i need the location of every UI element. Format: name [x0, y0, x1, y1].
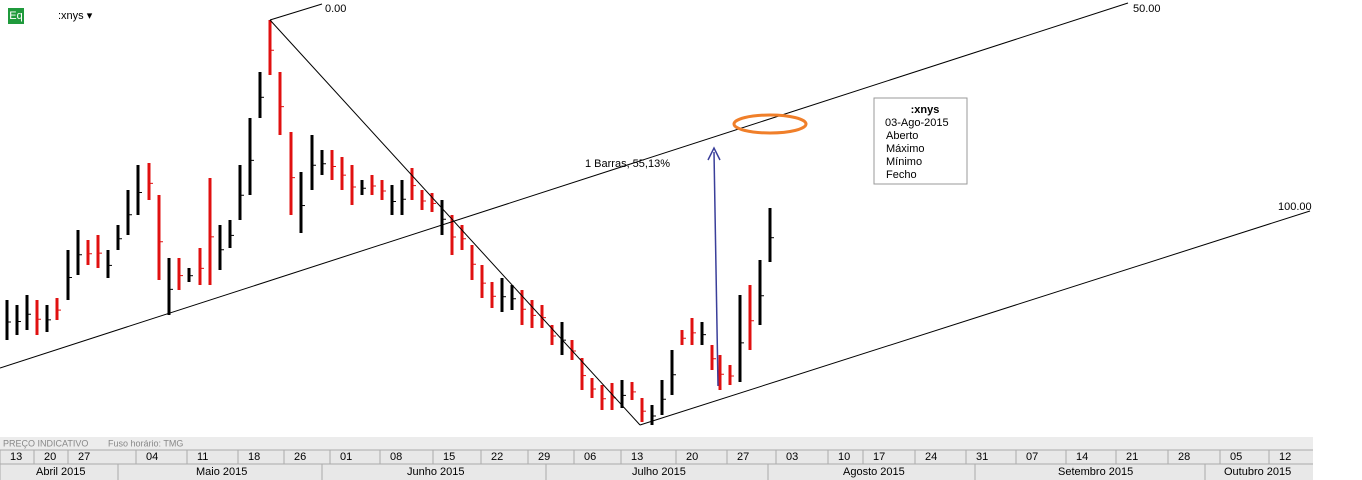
- month-label: Agosto 2015: [843, 466, 905, 478]
- tooltip-field: Mínimo: [886, 156, 922, 168]
- month-label: Setembro 2015: [1058, 466, 1133, 478]
- week-label: 28: [1178, 451, 1190, 463]
- axis-labels: 13 20 27 04 11 18 26 01 08 15 22 29 06 13 20 27 03 10 17 24…: [0, 450, 1291, 480]
- price-note: PREÇO INDICATIVO: [3, 438, 88, 448]
- week-label: 27: [737, 451, 749, 463]
- week-label: 13: [631, 451, 643, 463]
- tooltip-field: Fecho: [886, 169, 917, 181]
- icon-label: Eq: [9, 10, 22, 22]
- tooltip-field: Máximo: [886, 143, 925, 155]
- symbol-icon[interactable]: [8, 8, 24, 24]
- pitchfork-upper: [0, 2, 1129, 369]
- week-label: 29: [538, 451, 550, 463]
- week-label: 10: [838, 451, 850, 463]
- symbol-selector[interactable]: :xnys ▾: [58, 10, 93, 22]
- level-label: 0.00: [325, 3, 346, 15]
- timezone-note: Fuso horário: TMG: [108, 438, 183, 448]
- month-label: Junho 2015: [407, 466, 465, 478]
- month-label: Abril 2015: [36, 466, 86, 478]
- week-label: 31: [976, 451, 988, 463]
- time-axis: [0, 450, 1313, 480]
- week-label: 03: [786, 451, 798, 463]
- week-label: 13: [10, 451, 22, 463]
- measure-label: 1 Barras, 55,13%: [585, 158, 670, 170]
- week-label: 12: [1279, 451, 1291, 463]
- week-label: 20: [44, 451, 56, 463]
- week-label: 27: [78, 451, 90, 463]
- week-label: 05: [1230, 451, 1242, 463]
- week-label: 11: [197, 451, 208, 463]
- week-label: 15: [443, 451, 455, 463]
- measure-arrow: [713, 151, 719, 387]
- week-label: 17: [873, 451, 885, 463]
- week-label: 22: [491, 451, 503, 463]
- highlight-ellipse: [732, 113, 808, 135]
- tooltip-title: :xnys: [911, 104, 940, 116]
- week-label: 01: [340, 451, 352, 463]
- price-bars: [5, 20, 774, 425]
- pitchfork-median: [269, 19, 641, 426]
- week-label: 14: [1076, 451, 1088, 463]
- week-label: 26: [294, 451, 306, 463]
- week-label: 20: [686, 451, 698, 463]
- week-label: 08: [390, 451, 402, 463]
- month-label: Outubro 2015: [1224, 466, 1291, 478]
- footer-bar: [0, 437, 1313, 450]
- month-label: Maio 2015: [196, 466, 247, 478]
- week-label: 07: [1026, 451, 1038, 463]
- month-label: Julho 2015: [632, 466, 686, 478]
- level-label: 100.00: [1278, 201, 1312, 213]
- level-label: 50.00: [1133, 3, 1161, 15]
- tooltip-field: Aberto: [886, 130, 918, 142]
- arrow-head: [707, 146, 721, 161]
- pitchfork-lower: [639, 210, 1311, 426]
- tooltip-date: 03-Ago-2015: [885, 117, 949, 129]
- pitchfork-handle: [269, 3, 323, 21]
- week-label: 21: [1126, 451, 1138, 463]
- week-label: 04: [146, 451, 158, 463]
- week-label: 18: [248, 451, 260, 463]
- week-label: 24: [925, 451, 937, 463]
- tooltip-box: [873, 97, 968, 185]
- week-label: 06: [584, 451, 596, 463]
